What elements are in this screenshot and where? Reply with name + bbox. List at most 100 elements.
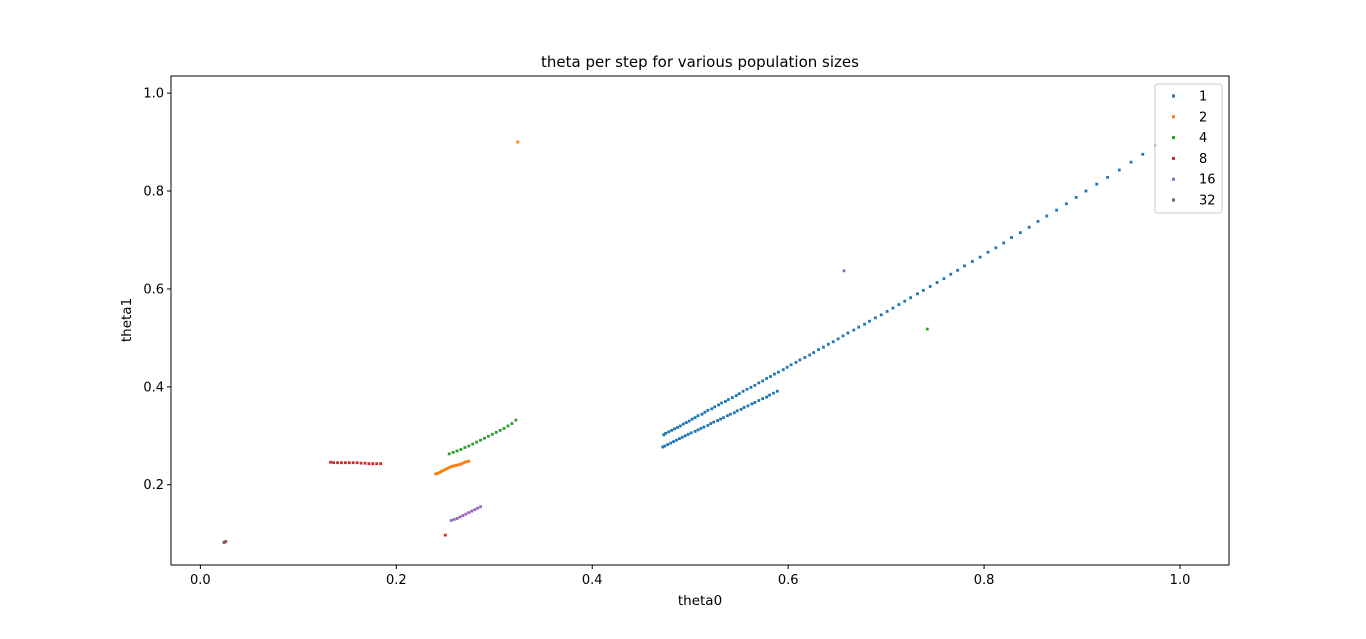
data-point	[379, 462, 383, 466]
y-axis: 0.2 0.4 0.6 0.8 1.0	[143, 87, 171, 493]
data-point	[359, 461, 363, 465]
data-point	[487, 434, 490, 438]
x-tick-label: 0.6	[778, 573, 799, 588]
data-point	[363, 461, 367, 465]
data-point	[502, 427, 506, 430]
data-point	[769, 375, 772, 378]
y-tick-label: 0.2	[143, 478, 164, 493]
data-point	[822, 345, 825, 349]
data-point	[719, 417, 722, 421]
data-point	[742, 405, 746, 409]
data-point	[757, 381, 761, 385]
data-point	[879, 313, 883, 317]
data-point	[794, 360, 798, 364]
data-point	[724, 400, 727, 403]
data-point	[717, 403, 721, 407]
data-point	[873, 316, 877, 320]
data-point	[1027, 225, 1031, 229]
data-point	[1036, 219, 1040, 223]
chart-title: theta per step for various population si…	[541, 53, 859, 71]
data-point	[443, 468, 447, 471]
x-axis-label: theta0	[678, 593, 722, 609]
data-point	[455, 463, 459, 467]
data-point	[745, 387, 749, 391]
data-point	[753, 383, 757, 387]
data-point	[479, 505, 482, 509]
legend-label: 2	[1199, 110, 1207, 125]
data-point	[676, 426, 679, 429]
data-point	[826, 342, 830, 346]
data-point	[355, 461, 359, 465]
data-point	[476, 506, 480, 510]
legend-label: 16	[1199, 173, 1216, 188]
series-4	[447, 327, 929, 456]
y-tick-label: 0.8	[143, 185, 164, 200]
data-point	[857, 325, 861, 329]
data-point	[753, 401, 757, 404]
data-point	[730, 396, 734, 399]
data-point	[921, 289, 925, 292]
data-point	[459, 462, 463, 466]
data-point	[683, 434, 687, 438]
legend-marker	[1172, 156, 1175, 160]
data-point	[449, 519, 453, 522]
series-32	[222, 540, 228, 544]
data-point	[340, 461, 343, 465]
data-point	[700, 412, 704, 416]
data-point	[451, 451, 455, 454]
data-point	[455, 449, 459, 453]
series-16	[449, 269, 846, 522]
data-point	[459, 448, 463, 451]
data-point	[720, 401, 723, 405]
y-axis-label: theta1	[119, 298, 135, 342]
data-point	[986, 250, 990, 254]
data-point	[669, 441, 673, 445]
data-point	[1018, 231, 1022, 235]
x-tick-label: 0.2	[386, 573, 407, 588]
data-point	[447, 466, 451, 469]
data-point	[761, 397, 765, 400]
data-point	[516, 140, 520, 144]
data-point	[436, 472, 439, 475]
data-point	[942, 277, 946, 281]
data-point	[464, 512, 468, 516]
data-point	[713, 405, 717, 409]
data-point	[765, 377, 769, 380]
data-point	[735, 409, 739, 413]
data-point	[928, 285, 932, 288]
legend-marker	[1172, 136, 1175, 140]
data-point	[1010, 236, 1013, 239]
data-point	[329, 460, 333, 464]
data-point	[925, 327, 929, 331]
data-point	[351, 461, 355, 465]
data-point	[687, 419, 691, 423]
data-point	[1084, 189, 1088, 193]
x-tick-label: 0.8	[974, 573, 995, 588]
data-point	[709, 422, 713, 425]
data-point	[768, 393, 771, 397]
data-point	[716, 419, 720, 422]
data-point	[732, 411, 736, 415]
data-point	[1055, 208, 1058, 212]
data-point	[956, 268, 960, 272]
data-point	[703, 410, 707, 414]
data-point	[1045, 214, 1049, 218]
x-tick-label: 0.0	[190, 573, 211, 588]
data-point	[710, 407, 714, 411]
series-1	[661, 144, 1157, 449]
data-point	[451, 464, 455, 468]
data-point	[765, 395, 769, 399]
data-point	[690, 417, 694, 421]
data-point	[761, 379, 765, 383]
x-axis: 0.0 0.2 0.4 0.6 0.8 1.0	[190, 565, 1190, 588]
data-point	[443, 533, 447, 537]
data-point	[817, 348, 820, 352]
data-point	[772, 391, 775, 395]
data-point	[776, 370, 780, 374]
data-point	[457, 463, 461, 467]
data-point	[702, 425, 706, 429]
legend-label: 4	[1199, 131, 1207, 146]
data-point	[666, 443, 670, 446]
data-point	[681, 422, 685, 426]
data-point	[475, 440, 479, 444]
